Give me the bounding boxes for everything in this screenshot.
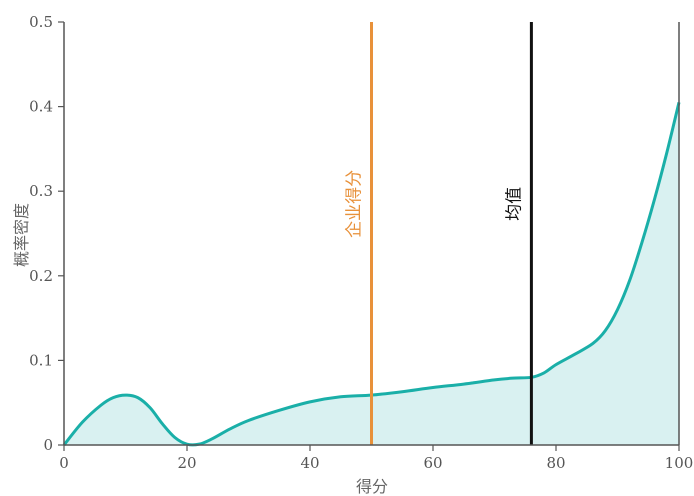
x-axis-label: 得分 xyxy=(356,477,388,496)
x-tick-label: 100 xyxy=(665,454,694,472)
y-tick-label: 0.3 xyxy=(29,182,53,200)
density-area-fill xyxy=(64,102,679,446)
y-tick-label: 0.2 xyxy=(29,267,53,285)
y-tick-label: 0 xyxy=(43,436,53,454)
company-score-label: 企业得分 xyxy=(345,170,365,238)
y-tick-label: 0.5 xyxy=(29,13,53,31)
x-tick-label: 0 xyxy=(59,454,69,472)
x-tick-label: 60 xyxy=(423,454,442,472)
x-tick-label: 80 xyxy=(546,454,565,472)
mean-label: 均值 xyxy=(504,187,524,221)
y-axis-label: 概率密度 xyxy=(12,203,31,267)
plot-area: 企业得分 均值 xyxy=(62,22,681,447)
axes: 0 20 40 60 80 100 0 0.1 0.2 0.3 0.4 0.5 xyxy=(29,13,693,472)
y-tick-label: 0.4 xyxy=(29,98,53,116)
x-tick-label: 20 xyxy=(177,454,196,472)
y-tick-label: 0.1 xyxy=(29,351,53,369)
x-tick-label: 40 xyxy=(300,454,319,472)
